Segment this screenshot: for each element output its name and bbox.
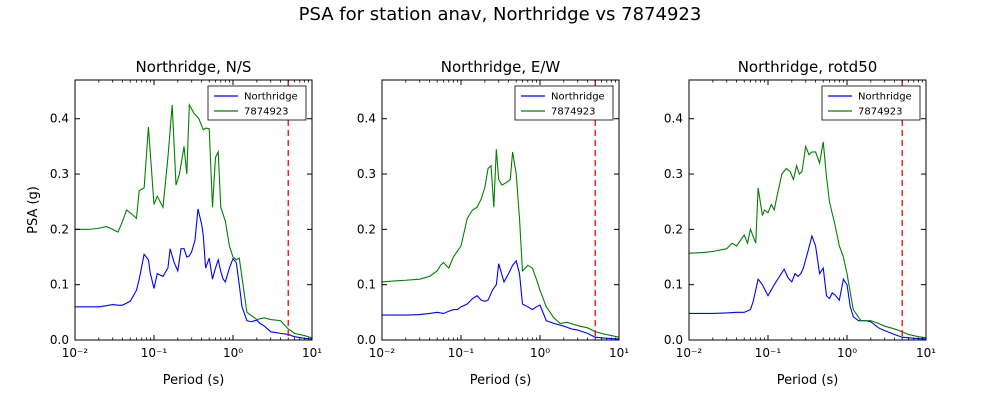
chart-title: Northridge, E/W [441, 58, 561, 76]
x-axis-label: Period (s) [470, 373, 532, 388]
chart-title: Northridge, N/S [136, 58, 252, 76]
y-tick-label: 0.3 [50, 167, 69, 181]
y-tick-label: 0.3 [664, 167, 683, 181]
chart-title: Northridge, rotd50 [738, 58, 878, 76]
y-tick-label: 0.4 [664, 112, 683, 126]
legend: Northridge 7874923 [207, 85, 307, 121]
x-tick-label: 10⁻² [62, 346, 89, 360]
x-tick-label: 10⁰ [530, 346, 550, 360]
legend: Northridge 7874923 [514, 85, 614, 121]
chart-panel-2: Northridge, E/W 0.0 0.1 0.2 0.3 0.4 10⁻² 10⁻¹ 10… [357, 58, 629, 388]
x-tick-label: 10⁻² [676, 346, 703, 360]
x-tick-label: 10¹ [609, 346, 629, 360]
x-tick-label: 10⁻¹ [755, 346, 782, 360]
x-axis-label: Period (s) [163, 373, 225, 388]
y-tick-label: 0.2 [357, 222, 376, 236]
axes-frame [688, 79, 927, 341]
legend-box [207, 85, 307, 121]
legend: Northridge 7874923 [821, 85, 921, 121]
legend-label: 7874923 [858, 107, 903, 118]
x-tick-label: 10¹ [916, 346, 936, 360]
series-line-2 [75, 102, 312, 339]
y-tick-label: 0.1 [664, 278, 683, 292]
series-line-1 [689, 234, 926, 340]
y-tick-label: 0.1 [357, 278, 376, 292]
x-tick-label: 10⁻² [369, 346, 396, 360]
x-tick-label: 10⁰ [223, 346, 243, 360]
legend-box [514, 85, 614, 121]
chart-panel-1: Northridge, N/S 0.0 0.1 0.2 0.3 0.4 10⁻² 10⁻¹ 10… [26, 58, 322, 388]
x-tick-label: 10⁰ [837, 346, 857, 360]
y-tick-label: 0.2 [664, 222, 683, 236]
series-line-1 [382, 259, 619, 340]
legend-label: 7874923 [551, 107, 596, 118]
y-tick-label: 0.3 [357, 167, 376, 181]
y-tick-label: 0.0 [357, 333, 376, 347]
y-tick-label: 0.2 [50, 222, 69, 236]
x-tick-label: 10⁻¹ [141, 346, 168, 360]
legend-label: Northridge [551, 92, 605, 103]
y-tick-label: 0.0 [50, 333, 69, 347]
x-tick-label: 10¹ [302, 346, 322, 360]
y-tick-label: 0.0 [664, 333, 683, 347]
y-tick-label: 0.1 [50, 278, 69, 292]
series-line-2 [689, 141, 926, 339]
y-tick-label: 0.4 [357, 112, 376, 126]
chart-panel-3: Northridge, rotd50 0.0 0.1 0.2 0.3 0.4 10⁻² 10⁻… [664, 58, 936, 388]
axes-frame [74, 79, 313, 341]
y-axis-label: PSA (g) [26, 186, 41, 234]
series-line-2 [382, 149, 619, 338]
y-tick-label: 0.4 [50, 112, 69, 126]
axes-frame [381, 79, 620, 341]
legend-label: Northridge [858, 92, 912, 103]
legend-label: Northridge [244, 92, 298, 103]
legend-box [821, 85, 921, 121]
x-tick-label: 10⁻¹ [448, 346, 475, 360]
figure-title: PSA for station anav, Northridge vs 7874… [298, 4, 702, 25]
series-line-1 [75, 208, 312, 340]
x-axis-label: Period (s) [777, 373, 839, 388]
legend-label: 7874923 [244, 107, 289, 118]
